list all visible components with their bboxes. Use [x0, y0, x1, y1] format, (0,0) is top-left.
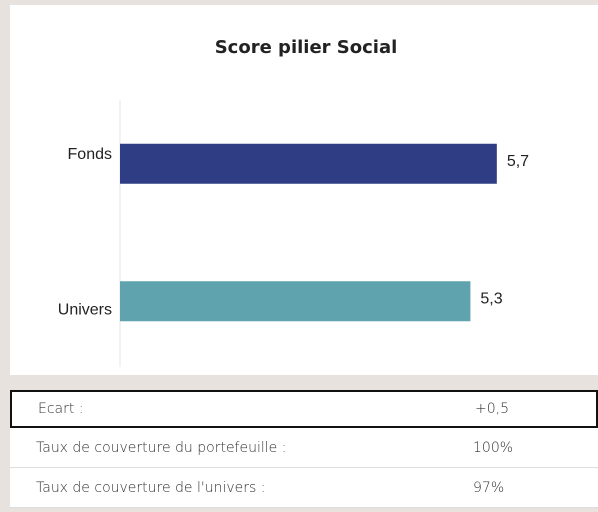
chart: Score pilier Social 5,7 Fonds 5,3 Univers	[58, 37, 529, 367]
table-cell: Taux de couverture du portefeuille :	[36, 439, 287, 456]
chart-card: Score pilier Social 5,7 Fonds 5,3 Univers	[10, 5, 598, 375]
table-cell: +0,5	[475, 401, 509, 417]
category-label: Fonds	[68, 146, 112, 163]
value-label: 5,3	[480, 290, 502, 307]
table-row: Taux de couverture du portefeuille : 100%	[10, 428, 598, 468]
bar	[120, 281, 471, 322]
table-cell: Taux de couverture de l'univers :	[36, 479, 266, 496]
table-cell: 100%	[473, 439, 514, 456]
table-row: Ecart : +0,5	[10, 390, 598, 428]
table-cell: 97%	[473, 479, 505, 496]
table: Ecart : +0,5 Taux de couverture du portefe…	[10, 390, 598, 508]
table-row: Taux de couverture de l'univers : 97%	[10, 468, 598, 508]
bar	[120, 143, 497, 184]
category-label: Univers	[58, 301, 112, 318]
table-cell: Ecart :	[38, 401, 84, 417]
chart-title: Score pilier Social	[215, 37, 398, 58]
value-label: 5,7	[507, 153, 529, 170]
